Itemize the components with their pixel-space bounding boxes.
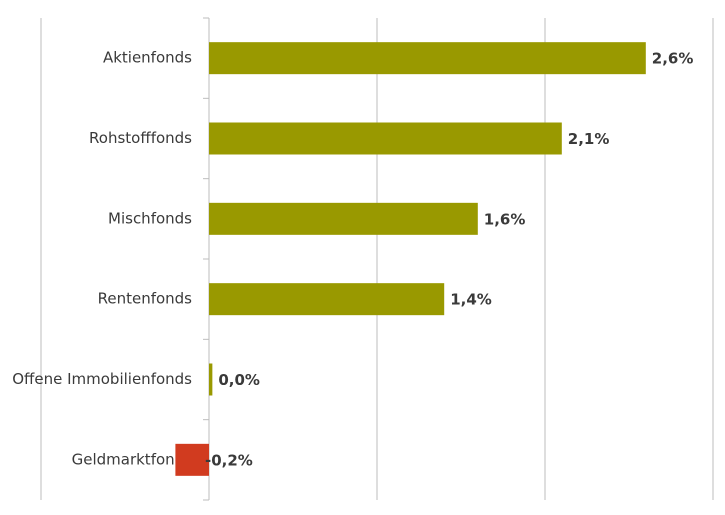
value-label: 2,1% bbox=[568, 130, 610, 148]
bar bbox=[209, 202, 478, 235]
bar bbox=[209, 363, 213, 396]
value-label: 1,4% bbox=[450, 291, 492, 309]
value-label: 1,6% bbox=[484, 210, 526, 228]
category-label: Rentenfonds bbox=[98, 290, 193, 308]
bar bbox=[209, 122, 562, 155]
bar bbox=[209, 42, 646, 75]
bar bbox=[175, 443, 209, 476]
value-label: 2,6% bbox=[652, 50, 694, 68]
value-label: 0,0% bbox=[218, 371, 260, 389]
category-label: Aktienfonds bbox=[103, 49, 192, 67]
bar bbox=[209, 283, 445, 316]
category-label: Mischfonds bbox=[108, 209, 192, 227]
category-label: Geldmarktfonds bbox=[72, 450, 193, 468]
category-label: Rohstofffonds bbox=[89, 129, 192, 147]
category-label: Offene Immobilienfonds bbox=[12, 370, 192, 388]
value-label: -0,2% bbox=[205, 451, 253, 469]
